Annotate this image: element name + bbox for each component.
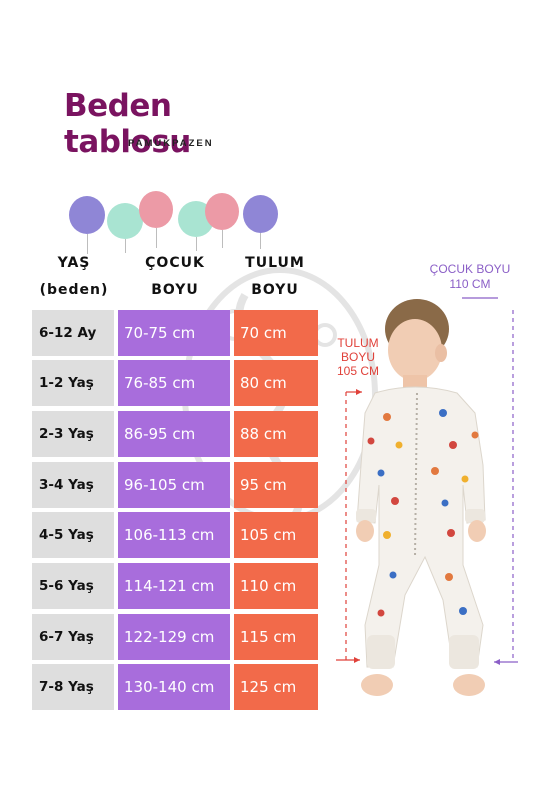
sleepsuit [356, 386, 486, 668]
row-garment-length: 115 cm [234, 614, 318, 660]
child-height-label: ÇOCUK BOYU 110 CM [429, 262, 511, 291]
row-garment-length: 125 cm [234, 664, 318, 710]
row-age: 7-8 Yaş [32, 664, 114, 710]
child-wearing-sleepsuit-photo [356, 299, 486, 696]
balloon-3 [139, 191, 173, 228]
balloon-6 [243, 195, 278, 233]
row-garment-length: 95 cm [234, 462, 318, 508]
row-child-height: 70-75 cm [118, 310, 230, 356]
balloon-2 [107, 203, 143, 239]
header-age: YAŞ (beden) [39, 255, 109, 298]
row-age: 4-5 Yaş [32, 512, 114, 558]
row-garment-length: 70 cm [234, 310, 318, 356]
row-garment-length: 110 cm [234, 563, 318, 609]
face [388, 319, 442, 381]
row-child-height: 130-140 cm [118, 664, 230, 710]
garment-length-label: TULUM BOYU 105 CM [336, 336, 380, 378]
row-child-height: 96-105 cm [118, 462, 230, 508]
brand-name: PAMUKPAZEN [128, 138, 214, 149]
header-garment-length: TULUM BOYU [245, 255, 305, 298]
row-child-height: 114-121 cm [118, 563, 230, 609]
row-age: 6-12 Ay [32, 310, 114, 356]
row-age: 6-7 Yaş [32, 614, 114, 660]
row-garment-length: 105 cm [234, 512, 318, 558]
balloon-5 [205, 193, 239, 230]
row-age: 3-4 Yaş [32, 462, 114, 508]
balloon-1 [69, 196, 105, 234]
row-garment-length: 88 cm [234, 411, 318, 457]
suit-pattern [367, 409, 479, 617]
row-child-height: 122-129 cm [118, 614, 230, 660]
row-age: 2-3 Yaş [32, 411, 114, 457]
page-title: Beden tablosu [64, 88, 191, 160]
row-child-height: 86-95 cm [118, 411, 230, 457]
header-child-height: ÇOCUK BOYU [145, 255, 205, 298]
row-garment-length: 80 cm [234, 360, 318, 406]
row-child-height: 76-85 cm [118, 360, 230, 406]
row-age: 1-2 Yaş [32, 360, 114, 406]
row-age: 5-6 Yaş [32, 563, 114, 609]
row-child-height: 106-113 cm [118, 512, 230, 558]
